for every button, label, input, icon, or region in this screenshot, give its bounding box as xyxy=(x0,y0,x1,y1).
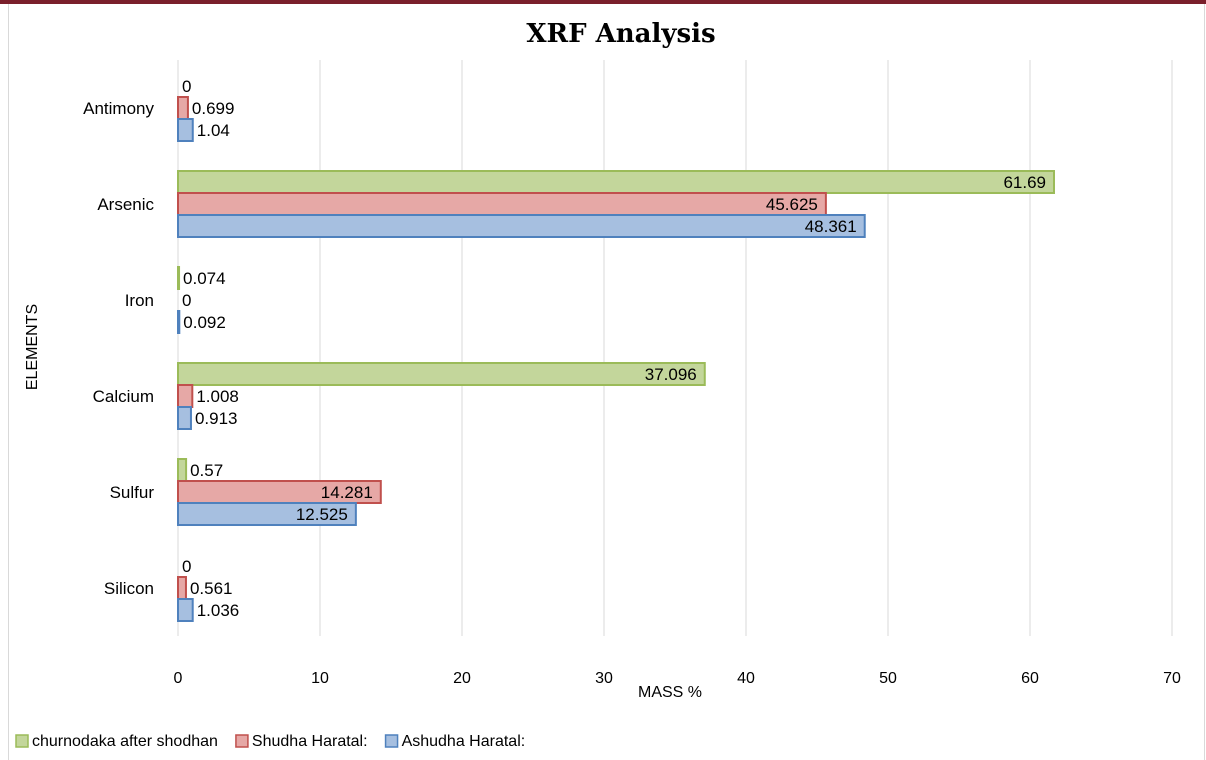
bar xyxy=(177,310,181,334)
category-label: Silicon xyxy=(104,579,154,598)
data-label: 48.361 xyxy=(805,217,857,236)
x-tick-label: 70 xyxy=(1163,670,1181,687)
legend: churnodaka after shodhan Shudha Haratal: A… xyxy=(15,733,526,750)
category-label: Calcium xyxy=(93,387,154,406)
x-tick-label: 60 xyxy=(1021,670,1039,687)
data-label: 14.281 xyxy=(321,483,373,502)
bar xyxy=(177,214,866,238)
category-label: Antimony xyxy=(83,99,154,118)
bar xyxy=(177,576,187,600)
x-tick-label: 30 xyxy=(595,670,613,687)
bar xyxy=(177,406,192,430)
x-tick-label: 40 xyxy=(737,670,755,687)
data-label: 1.008 xyxy=(196,387,239,406)
bar xyxy=(177,598,194,622)
y-axis-label: ELEMENTS xyxy=(24,304,41,390)
legend-swatch xyxy=(15,734,29,748)
data-label: 0.57 xyxy=(190,461,223,480)
gridlines xyxy=(177,60,1173,636)
legend-label: Ashudha Haratal: xyxy=(402,733,526,750)
chart-title: XRF Analysis xyxy=(526,19,715,49)
data-labels: 00.6991.0461.6945.62548.3610.07400.09237… xyxy=(182,77,1046,620)
bar xyxy=(177,192,827,216)
top-border xyxy=(0,0,1206,4)
bar xyxy=(177,458,188,482)
category-label: Sulfur xyxy=(110,483,155,502)
frame-left-border xyxy=(8,4,9,760)
legend-swatch xyxy=(384,734,399,748)
x-tick-label: 50 xyxy=(879,670,897,687)
legend-label: Shudha Haratal: xyxy=(252,733,368,750)
data-label: 12.525 xyxy=(296,505,348,524)
data-label: 0.561 xyxy=(190,579,233,598)
category-label: Iron xyxy=(125,291,154,310)
data-label: 0 xyxy=(182,291,191,310)
legend-label: churnodaka after shodhan xyxy=(32,733,218,750)
bar xyxy=(177,502,357,526)
data-label: 61.69 xyxy=(1003,173,1046,192)
category-label: Arsenic xyxy=(97,195,154,214)
bar xyxy=(177,170,1055,194)
bars xyxy=(177,96,1055,622)
data-label: 0 xyxy=(182,77,191,96)
legend-swatch xyxy=(235,734,249,748)
bar xyxy=(177,118,194,142)
data-label: 37.096 xyxy=(645,365,697,384)
x-tick-label: 20 xyxy=(453,670,471,687)
x-axis-label: MASS % xyxy=(638,684,702,701)
bar xyxy=(177,384,194,408)
bar xyxy=(177,96,189,120)
x-axis-ticks: 0 10 20 30 40 50 60 70 xyxy=(174,670,1181,687)
data-label: 0 xyxy=(182,557,191,576)
bar xyxy=(177,362,706,386)
data-label: 0.699 xyxy=(192,99,235,118)
data-label: 0.074 xyxy=(183,269,226,288)
frame-right-border xyxy=(1204,4,1205,760)
data-label: 0.092 xyxy=(183,313,226,332)
y-axis-categories: Antimony Arsenic Iron Calcium Sulfur Silicon xyxy=(83,99,154,598)
bar xyxy=(177,266,181,290)
data-label: 1.036 xyxy=(197,601,240,620)
data-label: 0.913 xyxy=(195,409,238,428)
data-label: 45.625 xyxy=(766,195,818,214)
data-label: 1.04 xyxy=(197,121,230,140)
x-tick-label: 0 xyxy=(174,670,183,687)
x-tick-label: 10 xyxy=(311,670,329,687)
